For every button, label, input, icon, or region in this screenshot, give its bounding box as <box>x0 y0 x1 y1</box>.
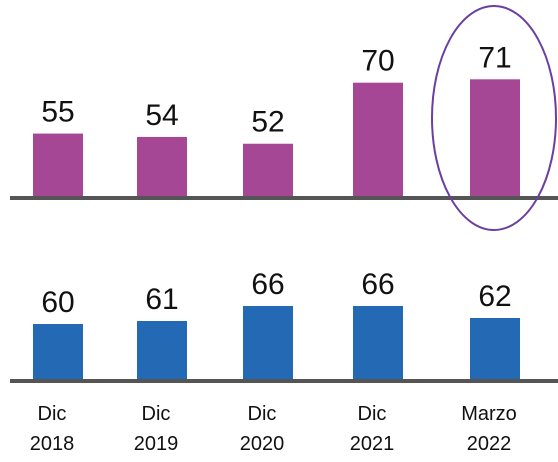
value-label: 52 <box>251 106 284 139</box>
highlight-ellipse <box>431 5 557 231</box>
bar <box>353 82 403 196</box>
value-label: 54 <box>145 99 178 132</box>
bar <box>470 79 520 196</box>
value-label: 60 <box>41 286 74 319</box>
bar <box>33 324 83 379</box>
value-label: 61 <box>145 283 178 316</box>
value-label: 66 <box>361 268 394 301</box>
value-label: 71 <box>478 41 511 74</box>
category-label: Dic 2019 <box>134 403 179 455</box>
value-label: 62 <box>478 280 511 313</box>
value-label: 66 <box>251 268 284 301</box>
value-label: 55 <box>41 96 74 129</box>
bar <box>243 306 293 379</box>
category-label: Dic 2021 <box>350 403 395 455</box>
value-label: 70 <box>361 45 394 78</box>
category-label: Dic 2020 <box>240 403 285 455</box>
bar <box>243 143 293 196</box>
bar <box>137 136 187 196</box>
bar <box>470 318 520 379</box>
category-label: Marzo 2022 <box>461 403 517 455</box>
category-label: Dic 2018 <box>30 403 75 455</box>
bar <box>137 321 187 379</box>
bar <box>33 133 83 196</box>
bar <box>353 306 403 379</box>
